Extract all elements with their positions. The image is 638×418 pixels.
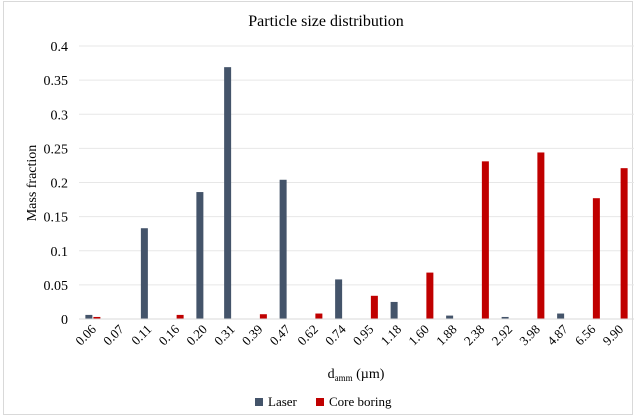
y-tick-label: 0.05 xyxy=(44,279,69,294)
x-tick-label: 1.60 xyxy=(405,322,432,349)
legend-swatch-laser xyxy=(255,398,263,406)
bar-core-boring xyxy=(315,313,323,319)
bar-core-boring xyxy=(93,316,101,319)
x-tick-label: 0.62 xyxy=(294,322,321,349)
y-tick-label: 0.25 xyxy=(44,142,69,157)
bar-core-boring xyxy=(537,152,545,319)
x-axis-title: damm (µm) xyxy=(328,367,385,383)
bar-laser xyxy=(140,228,148,319)
x-tick-label: 4.87 xyxy=(544,321,571,348)
bar-laser xyxy=(335,279,343,319)
chart-area xyxy=(3,1,633,415)
y-tick-label: 0 xyxy=(61,313,68,328)
x-axis-title-sub: amm xyxy=(335,373,353,383)
x-tick-label: 0.16 xyxy=(156,321,183,348)
bar-laser xyxy=(446,315,454,319)
legend: Laser Core boring xyxy=(255,394,392,409)
x-axis-title-main: d xyxy=(328,367,335,382)
y-tick-label: 0.15 xyxy=(44,211,69,226)
bar-laser xyxy=(501,316,509,319)
y-axis-title: Mass fraction xyxy=(25,145,40,222)
x-tick-label: 0.74 xyxy=(322,321,349,348)
bar-laser xyxy=(390,301,398,319)
bar-core-boring xyxy=(592,198,600,319)
bar-core-boring xyxy=(481,161,489,319)
x-tick-label: 1.88 xyxy=(433,322,460,349)
bar-laser xyxy=(557,313,565,319)
x-tick-label: 6.56 xyxy=(572,321,599,348)
x-tick-label: 2.38 xyxy=(461,322,488,349)
y-tick-label: 0.1 xyxy=(51,245,69,260)
bar-core-boring xyxy=(259,314,267,319)
legend-swatch-core-boring xyxy=(316,398,324,406)
y-axis-ticks: 0 0.05 0.1 0.15 0.2 0.25 0.3 0.35 0.4 xyxy=(44,40,69,328)
bar-core-boring xyxy=(176,314,184,319)
gridlines xyxy=(79,45,634,286)
bar-laser xyxy=(85,314,93,319)
legend-label-core-boring: Core boring xyxy=(329,394,392,409)
x-axis-title-unit: (µm) xyxy=(353,367,385,382)
y-tick-label: 0.35 xyxy=(44,74,69,89)
bar-core-boring xyxy=(370,295,378,319)
bars xyxy=(85,67,628,319)
bar-laser xyxy=(279,179,287,319)
x-tick-label: 2.92 xyxy=(489,322,516,349)
bar-core-boring xyxy=(620,168,628,319)
x-tick-label: 0.95 xyxy=(350,322,377,349)
x-tick-label: 0.07 xyxy=(100,321,127,348)
x-tick-label: 0.20 xyxy=(183,322,210,349)
x-tick-label: 0.47 xyxy=(267,321,294,348)
x-tick-label: 0.39 xyxy=(239,322,266,349)
bar-laser xyxy=(224,67,232,319)
x-tick-label: 9.90 xyxy=(600,322,627,349)
bar-laser xyxy=(196,192,204,319)
y-tick-label: 0.4 xyxy=(51,40,69,55)
x-tick-label: 1.18 xyxy=(378,322,405,349)
x-tick-label: 0.06 xyxy=(72,321,99,348)
legend-label-laser: Laser xyxy=(268,394,298,409)
x-axis-ticks: 0.06 0.07 0.11 0.16 0.20 0.31 0.39 0.47 0.62 0.74… xyxy=(72,321,626,348)
x-tick-label: 0.11 xyxy=(128,322,154,348)
y-tick-label: 0.3 xyxy=(51,108,69,123)
chart-title: Particle size distribution xyxy=(248,13,404,30)
x-tick-label: 0.31 xyxy=(211,322,238,349)
bar-core-boring xyxy=(426,272,434,319)
y-tick-label: 0.2 xyxy=(51,177,69,192)
x-tick-label: 3.98 xyxy=(516,322,543,349)
